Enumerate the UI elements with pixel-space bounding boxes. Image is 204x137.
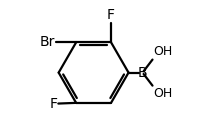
Text: OH: OH	[152, 45, 172, 58]
Text: F: F	[49, 97, 57, 111]
Text: B: B	[137, 66, 146, 80]
Text: Br: Br	[39, 35, 55, 49]
Text: F: F	[106, 8, 114, 22]
Text: OH: OH	[152, 87, 172, 100]
